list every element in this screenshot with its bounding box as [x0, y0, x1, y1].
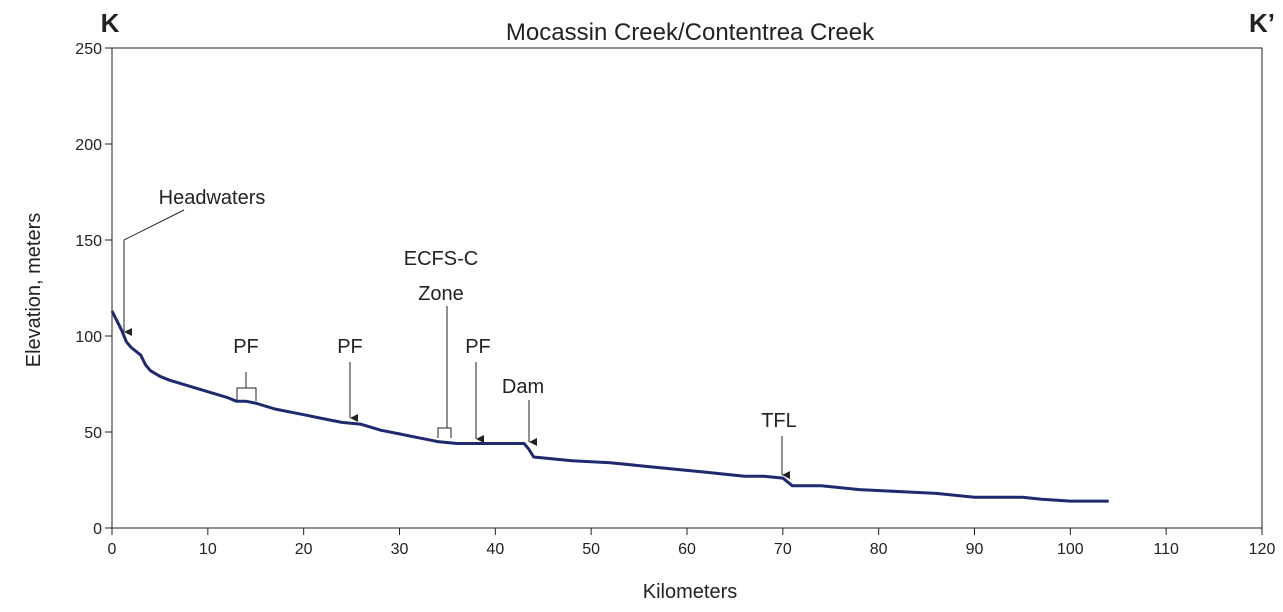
x-tick-label: 30	[391, 541, 409, 558]
right-label: K’	[1249, 8, 1275, 38]
y-axis-label: Elevation, meters	[23, 213, 45, 368]
x-tick-label: 70	[774, 541, 792, 558]
annotation: PF	[337, 336, 363, 358]
left-label: K	[101, 8, 120, 38]
plot-frame	[111, 47, 1263, 529]
x-tick-label: 20	[295, 541, 313, 558]
x-tick-label: 100	[1057, 541, 1084, 558]
x-tick-label: 0	[108, 541, 117, 558]
x-tick-label: 40	[486, 541, 504, 558]
annotation: ECFS-C	[404, 248, 478, 270]
annotation: Zone	[418, 283, 464, 305]
y-tick-label: 200	[75, 137, 102, 154]
annotation-bracket	[437, 306, 452, 438]
annotation: PF	[465, 336, 491, 358]
y-tick-label: 0	[93, 521, 102, 538]
x-axis-label: Kilometers	[643, 581, 737, 603]
y-tick-label: 100	[75, 329, 102, 346]
x-tick-label: 110	[1153, 541, 1179, 558]
x-tick-label: 120	[1249, 541, 1276, 558]
y-tick-label: 50	[84, 425, 102, 442]
x-tick-label: 90	[966, 541, 984, 558]
annotation: Headwaters	[159, 187, 266, 209]
x-tick-label: 80	[870, 541, 888, 558]
annotation: TFL	[761, 410, 797, 432]
profile-line	[110, 310, 1109, 503]
x-tick-label: 10	[199, 541, 217, 558]
annotation: Dam	[502, 376, 544, 398]
chart-title: Mocassin Creek/Contentrea Creek	[506, 19, 875, 46]
y-tick-label: 150	[75, 233, 102, 250]
annotation-bracket	[236, 372, 257, 401]
x-tick-label: 50	[582, 541, 600, 558]
annotation: PF	[233, 336, 259, 358]
annotation-leader	[123, 209, 185, 241]
x-tick-label: 60	[678, 541, 696, 558]
y-tick-label: 250	[75, 41, 102, 58]
